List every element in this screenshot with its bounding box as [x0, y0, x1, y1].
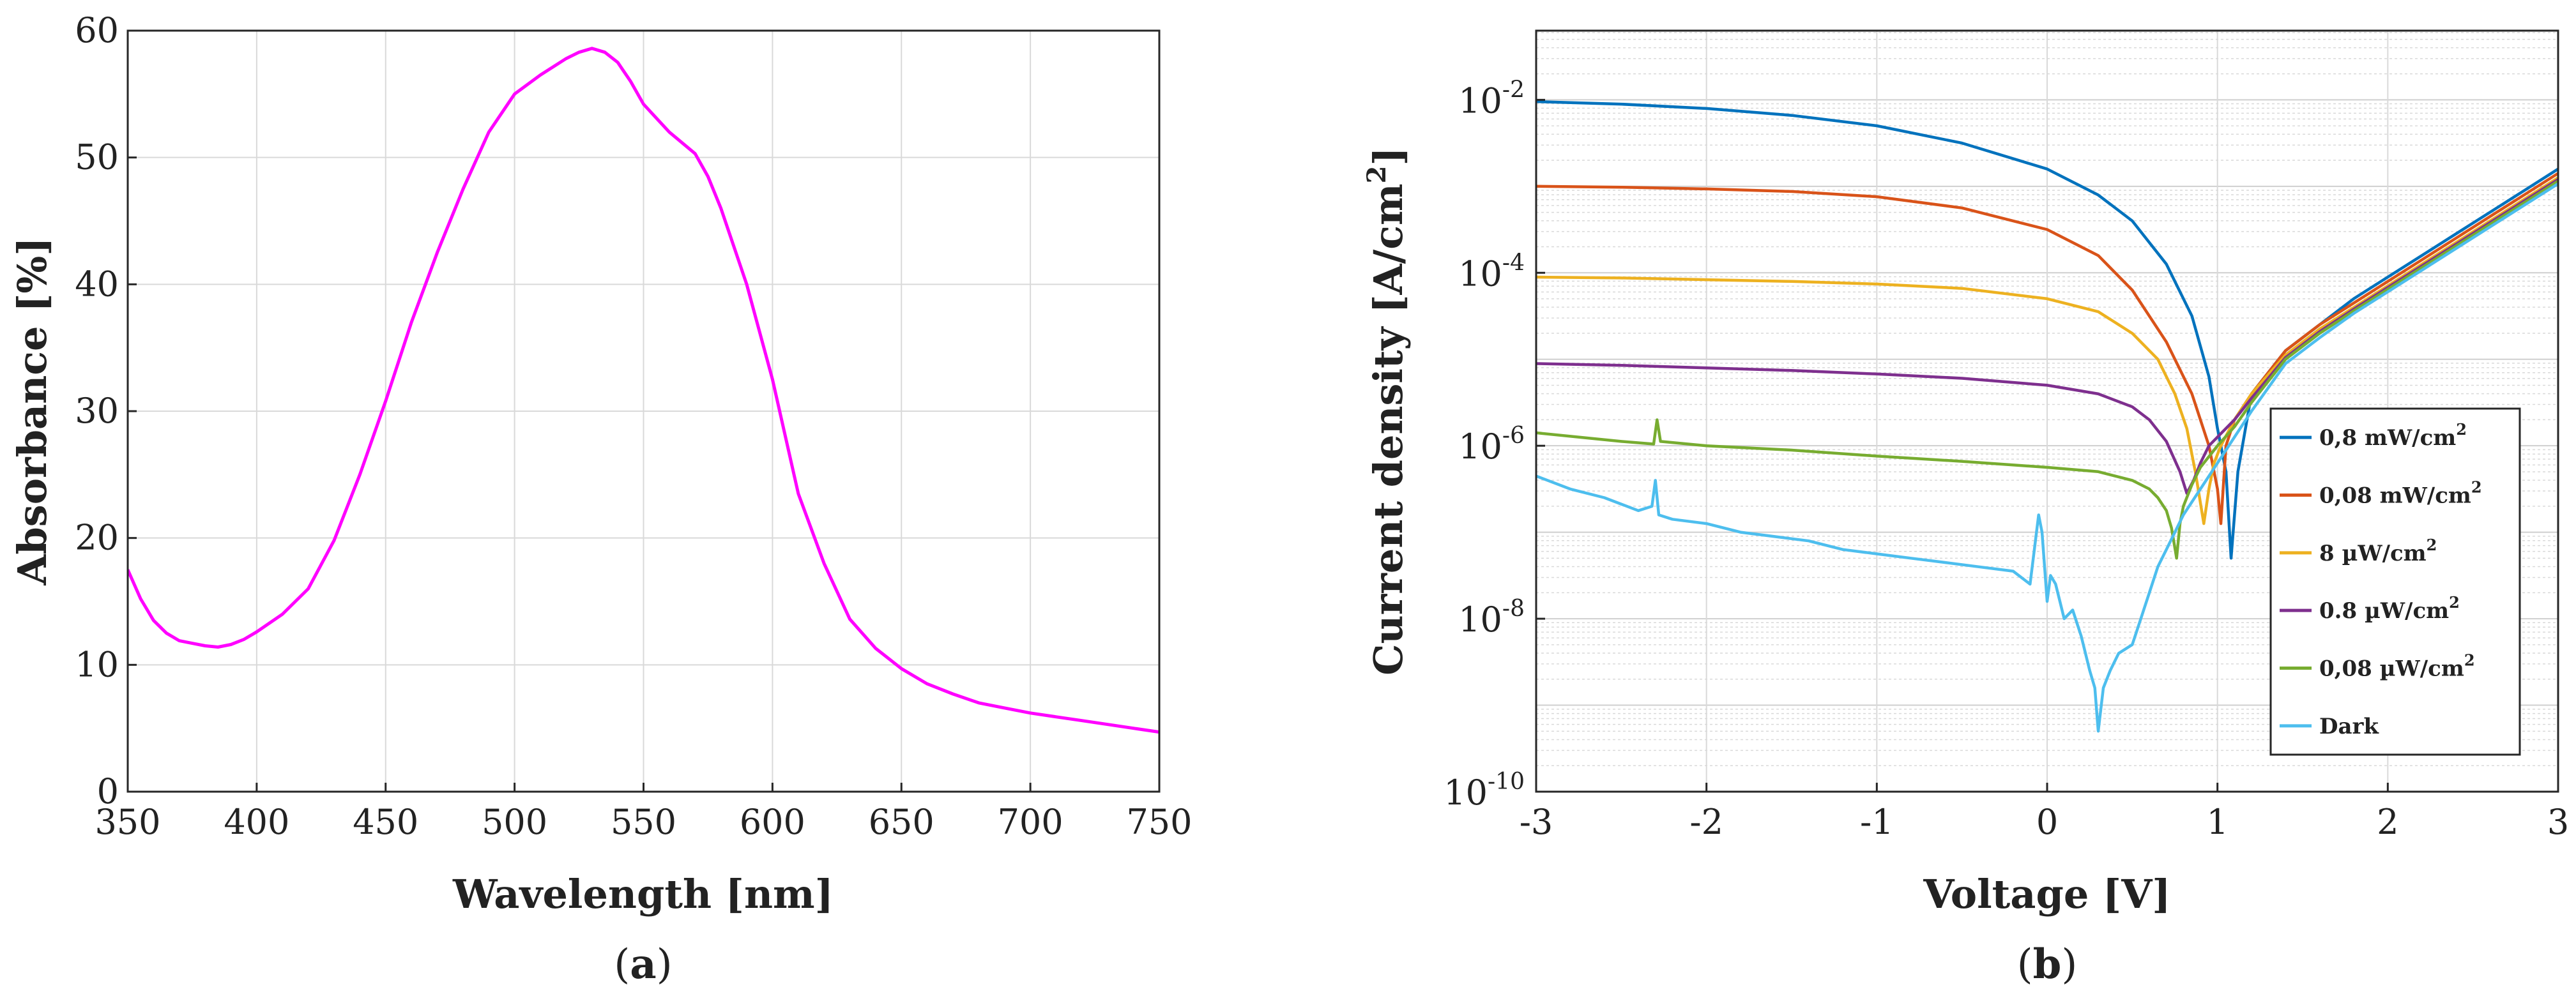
- x-tick-label: 350: [95, 802, 160, 842]
- legend-label-0: 0,8 mW/cm2: [2319, 420, 2467, 451]
- y-tick-label: 10-2: [1458, 77, 1525, 121]
- x-tick-label: 550: [611, 802, 676, 842]
- x-tick-label: 1: [2206, 802, 2228, 842]
- x-tick-label: 400: [224, 802, 289, 842]
- x-tick-label: 750: [1126, 802, 1192, 842]
- y-tick-label: 10-10: [1444, 769, 1525, 813]
- panel-a-xlabel: Wavelength [nm]: [452, 871, 834, 917]
- y-tick-label: 60: [75, 10, 119, 50]
- panel-b-series: [1536, 100, 2558, 733]
- series-line-0: [1536, 100, 2558, 560]
- legend-label-3: 0.8 µW/cm2: [2319, 593, 2460, 624]
- y-tick-label: 50: [75, 137, 119, 177]
- panel-a-ylabel: Absorbance [%]: [9, 237, 56, 585]
- legend-label-5: Dark: [2319, 714, 2379, 739]
- series-line-1: [1536, 172, 2558, 525]
- y-tick-label: 40: [75, 264, 119, 304]
- panel-a-chart: 350 400 450 500 550 600 650 700 750 0 10 20 30 40 50 60…: [9, 10, 1193, 988]
- y-tick-label: 10-6: [1458, 423, 1525, 467]
- x-tick-label: -2: [1689, 802, 1723, 842]
- x-tick-label: 650: [869, 802, 934, 842]
- panel-a-caption: (a): [614, 940, 672, 988]
- x-tick-label: -1: [1860, 802, 1894, 842]
- y-tick-label: 0: [97, 771, 119, 811]
- y-tick-label: 30: [75, 391, 119, 431]
- series-line-5: [1536, 182, 2558, 733]
- y-tick-label: 10: [75, 644, 119, 684]
- series-line-2: [1536, 176, 2558, 525]
- legend-label-1: 0,08 mW/cm2: [2319, 478, 2482, 509]
- x-tick-label: 600: [740, 802, 805, 842]
- legend-label-2: 8 µW/cm2: [2319, 536, 2437, 566]
- legend-label-4: 0,08 µW/cm2: [2319, 651, 2475, 682]
- x-tick-label: -3: [1520, 802, 1553, 842]
- x-tick-label: 500: [482, 802, 547, 842]
- x-tick-label: 450: [353, 802, 418, 842]
- panel-b-caption: (b): [2017, 940, 2078, 988]
- y-tick-label: 20: [75, 518, 119, 558]
- x-tick-label: 700: [998, 802, 1063, 842]
- panel-a-grid: [127, 30, 1160, 792]
- y-tick-label: 10-8: [1458, 596, 1525, 640]
- x-tick-label: 2: [2377, 802, 2398, 842]
- panel-b-xlabel: Voltage [V]: [1923, 871, 2170, 917]
- legend-box: [2269, 407, 2521, 756]
- x-tick-label: 0: [2036, 802, 2058, 842]
- panel-a-ticks: 350 400 450 500 550 600 650 700 750 0 10 20 30 40 50 60: [75, 10, 1192, 842]
- panel-b-ylabel: Current density [A/cm2]: [1362, 147, 1412, 675]
- x-tick-label: 3: [2547, 802, 2569, 842]
- panel-b-ticks: -3 -2 -1 0 1 2 3 10-2 10-4 10-6 10-8 10-10: [1444, 77, 2569, 842]
- panel-b-chart: -3 -2 -1 0 1 2 3 10-2 10-4 10-6 10-8 10-10 Voltage …: [1362, 29, 2569, 988]
- y-tick-label: 10-4: [1458, 250, 1525, 294]
- series-absorbance-line: [128, 47, 1159, 734]
- panel-b-legend: 0,8 mW/cm2 0,08 mW/cm2 8 µW/cm2 0.8 µW/cm2 0…: [2269, 407, 2521, 756]
- panel-a-series: [128, 47, 1159, 734]
- series-line-4: [1536, 179, 2558, 560]
